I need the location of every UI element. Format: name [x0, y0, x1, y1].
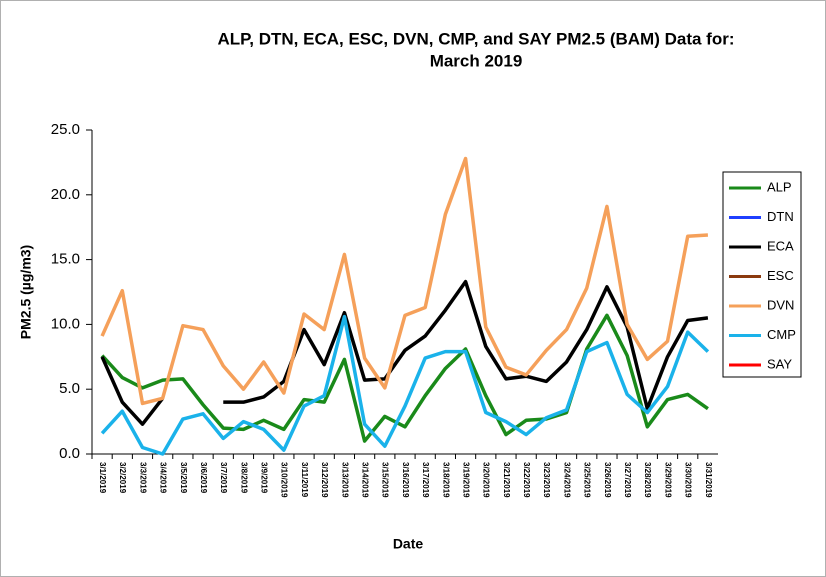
x-tick-label: 3/14/2019: [361, 462, 370, 498]
x-tick-label: 3/11/2019: [300, 462, 309, 498]
x-tick-label: 3/18/2019: [441, 462, 450, 498]
y-tick-label: 5.0: [59, 380, 80, 397]
x-tick-label: 3/15/2019: [381, 462, 390, 498]
legend-label: DTN: [767, 209, 794, 224]
y-tick-label: 15.0: [51, 251, 80, 268]
x-tick-label: 3/25/2019: [583, 462, 592, 498]
x-tick-label: 3/23/2019: [542, 462, 551, 498]
x-tick-label: 3/3/2019: [138, 462, 147, 494]
x-tick-label: 3/20/2019: [482, 462, 491, 498]
y-tick-label: 10.0: [51, 315, 80, 332]
series-line: [100, 314, 710, 456]
y-tick-label: 0.0: [59, 445, 80, 462]
x-tick-label: 3/17/2019: [421, 462, 430, 498]
x-tick-label: 3/1/2019: [98, 462, 107, 494]
x-tick-label: 3/13/2019: [340, 462, 349, 498]
legend-label: SAY: [767, 356, 792, 371]
y-tick-label: 25.0: [51, 121, 80, 138]
x-tick-label: 3/29/2019: [663, 462, 672, 498]
x-tick-label: 3/5/2019: [179, 462, 188, 494]
x-tick-label: 3/22/2019: [522, 462, 531, 498]
legend-label: ESC: [767, 268, 794, 283]
x-tick-label: 3/10/2019: [280, 462, 289, 498]
x-tick-label: 3/9/2019: [260, 462, 269, 494]
y-tick-label: 20.0: [51, 186, 80, 203]
x-tick-label: 3/12/2019: [320, 462, 329, 498]
legend-label: ALP: [767, 179, 792, 194]
x-tick-label: 3/26/2019: [603, 462, 612, 498]
x-tick-label: 3/6/2019: [199, 462, 208, 494]
x-tick-label: 3/16/2019: [401, 462, 410, 498]
x-axis-label: Date: [393, 536, 424, 552]
x-tick-label: 3/21/2019: [502, 462, 511, 498]
legend-box: [722, 171, 802, 378]
x-tick-label: 3/28/2019: [643, 462, 652, 498]
legend-label: DVN: [767, 297, 794, 312]
series-line: [100, 156, 709, 406]
series-line: [100, 313, 709, 443]
x-tick-label: 3/4/2019: [159, 462, 168, 494]
x-tick-label: 3/8/2019: [239, 462, 248, 494]
x-tick-label: 3/24/2019: [562, 462, 571, 498]
x-tick-label: 3/2/2019: [118, 462, 127, 494]
legend-label: CMP: [767, 327, 796, 342]
x-tick-label: 3/19/2019: [461, 462, 470, 498]
x-tick-label: 3/7/2019: [219, 462, 228, 494]
chart-title: ALP, DTN, ECA, ESC, DVN, CMP, and SAY PM…: [217, 29, 734, 48]
x-tick-label: 3/30/2019: [684, 462, 693, 498]
legend-label: ECA: [767, 238, 794, 253]
y-axis-label: PM2.5 (µg/m3): [18, 245, 34, 339]
x-tick-label: 3/31/2019: [704, 462, 713, 498]
chart-title: March 2019: [430, 51, 523, 70]
x-tick-label: 3/27/2019: [623, 462, 632, 498]
